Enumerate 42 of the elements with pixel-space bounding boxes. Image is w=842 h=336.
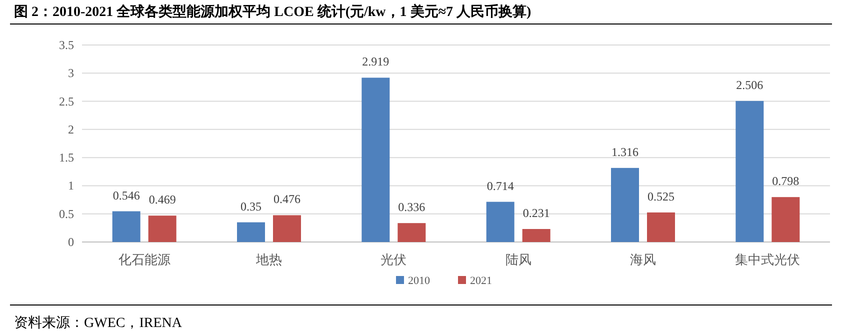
bar — [647, 212, 675, 242]
legend-label: 2010 — [408, 275, 430, 287]
y-tick-label: 2.5 — [59, 94, 74, 108]
data-label: 0.546 — [112, 188, 140, 202]
bar — [273, 215, 301, 242]
x-tick-label: 光伏 — [380, 252, 407, 267]
bar — [522, 229, 550, 242]
data-label: 2.919 — [362, 54, 390, 69]
bar — [237, 222, 265, 242]
data-label: 0.336 — [398, 200, 426, 214]
text: 资料来源：GWEC，IRENA — [14, 315, 183, 331]
data-label: 1.316 — [612, 144, 638, 159]
data-label: 0.476 — [274, 192, 300, 206]
x-tick-label: 地热 — [255, 252, 282, 267]
data-label: 0.469 — [148, 192, 176, 207]
data-label: 0.714 — [486, 178, 514, 193]
bar — [112, 211, 140, 242]
x-tick-label: 化石能源 — [118, 252, 170, 267]
y-tick-label: 1 — [68, 178, 74, 193]
chart-title: 图 2：2010-2021 全球各类型能源加权平均 LCOE 统计(元/kw，1 美元≈7 人民币换算) — [14, 3, 532, 20]
y-tick-label: 1.5 — [59, 150, 74, 165]
data-label: 0.35 — [240, 199, 262, 214]
y-tick-label: 2 — [68, 122, 74, 136]
bar — [362, 78, 390, 242]
bar — [736, 100, 764, 242]
x-tick-label: 海风 — [630, 252, 656, 267]
data-label: 0.798 — [772, 174, 800, 188]
legend-label: 2021 — [470, 275, 492, 287]
data-label: 2.506 — [736, 78, 764, 92]
bar — [148, 216, 176, 242]
bar — [398, 223, 426, 242]
data-label: 0.231 — [522, 206, 550, 220]
y-tick-label: 0.5 — [59, 206, 74, 221]
y-tick-label: 3 — [68, 66, 74, 80]
x-tick-label: 陆风 — [505, 252, 532, 267]
bar — [772, 197, 800, 242]
data-label: 0.525 — [648, 189, 674, 204]
x-tick-label: 集中式光伏 — [735, 252, 800, 267]
y-tick-label: 3.5 — [59, 38, 74, 52]
y-tick-label: 0 — [68, 235, 74, 249]
bar — [486, 202, 514, 242]
bar — [611, 168, 639, 242]
